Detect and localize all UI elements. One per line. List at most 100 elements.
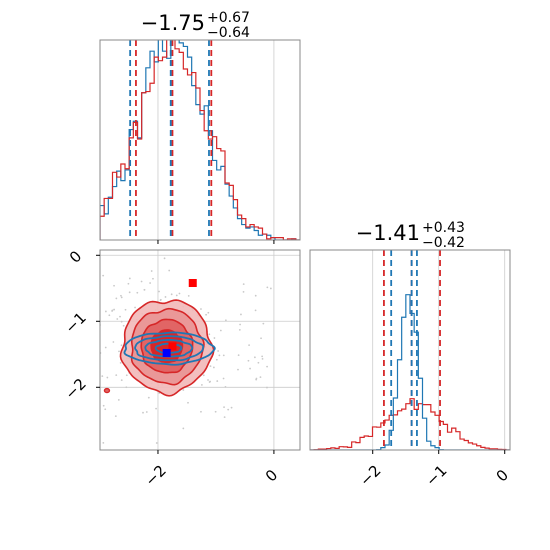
scatter-point	[255, 378, 258, 381]
scatter-point	[224, 319, 227, 322]
scatter-point	[145, 411, 148, 413]
marginal-x-title-lower: −0.64	[207, 25, 250, 41]
scatter-point	[155, 407, 157, 410]
scatter-point	[104, 346, 107, 349]
scatter-point	[93, 371, 95, 373]
scatter-point	[115, 297, 118, 300]
scatter-point	[239, 323, 242, 326]
marker-a	[168, 342, 177, 351]
scatter-point	[97, 349, 99, 351]
scatter-point	[187, 294, 190, 297]
scatter-point	[155, 442, 158, 444]
scatter-point	[149, 282, 152, 284]
scatter-point	[158, 290, 160, 293]
scatter-point	[106, 376, 109, 379]
marginal-x-grid	[157, 40, 275, 240]
scatter-point	[128, 291, 131, 294]
marginal-x-hist-series-a	[100, 40, 300, 240]
marginal-x-frame	[99, 39, 301, 241]
scatter-point	[208, 333, 211, 336]
scatter-point	[207, 311, 210, 314]
scatter-point	[223, 416, 226, 419]
scatter-point	[120, 296, 123, 299]
scatter-point	[81, 332, 83, 334]
scatter-point	[158, 247, 160, 249]
marginal-y-background	[310, 250, 510, 450]
scatter-point	[224, 386, 227, 388]
marginal-x-panel: −1.75 +0.67 −0.64	[99, 10, 301, 244]
joint-frame	[99, 249, 301, 451]
scatter-point	[116, 318, 119, 320]
scatter-point	[120, 344, 123, 347]
scatter-point	[118, 350, 120, 353]
scatter-point	[187, 401, 189, 404]
marginal-y-title-upper: +0.43	[422, 220, 465, 236]
scatter-point	[113, 308, 115, 311]
scatter-point	[63, 375, 65, 377]
scatter-point	[140, 280, 143, 283]
scatter-point	[101, 375, 104, 378]
scatter-point	[164, 296, 167, 298]
scatter-point	[113, 284, 115, 287]
scatter-point	[51, 364, 53, 366]
scatter-point	[46, 337, 48, 339]
scatter-point	[85, 351, 87, 353]
scatter-point	[114, 415, 117, 418]
marginal-y-title: −1.41	[356, 221, 420, 245]
scatter-point	[261, 357, 264, 360]
scatter-point	[108, 314, 111, 317]
scatter-point	[159, 299, 162, 302]
scatter-point	[182, 389, 185, 391]
scatter-point	[94, 412, 96, 414]
scatter-point	[122, 324, 125, 327]
scatter-point	[119, 361, 122, 364]
scatter-point	[269, 287, 272, 290]
marginal-y-panel: −2 −1 0 −1.41 +0.43 −0.42	[309, 220, 512, 490]
marginal-x-background	[100, 40, 300, 240]
marginal-x-histograms	[100, 40, 300, 240]
scatter-point	[223, 406, 225, 408]
scatter-point	[238, 328, 241, 331]
scatter-point	[209, 380, 211, 383]
scatter-point	[119, 315, 121, 318]
marker-a	[188, 279, 197, 288]
scatter-point	[112, 341, 115, 343]
scatter-point	[124, 308, 127, 311]
scatter-point	[218, 354, 221, 357]
marginal-y-hist-series-a	[310, 398, 510, 450]
scatter-point	[117, 399, 120, 401]
scatter-point	[254, 294, 257, 297]
scatter-point	[63, 313, 65, 315]
scatter-point	[217, 350, 220, 352]
scatter-point	[66, 371, 68, 373]
scatter-point	[96, 316, 98, 318]
marginal-y-tick-label: 0	[493, 466, 512, 485]
scatter-point	[170, 293, 173, 296]
scatter-point	[262, 322, 265, 325]
scatter-point	[242, 290, 245, 293]
joint-y-tick-label: 0	[66, 247, 85, 266]
scatter-point	[84, 402, 86, 404]
marginal-y-tick-label: −2	[356, 461, 384, 489]
scatter-point	[247, 359, 250, 362]
scatter-point	[253, 356, 256, 359]
scatter-point	[200, 410, 202, 413]
marginal-x-ticks	[157, 240, 275, 244]
scatter-point	[168, 269, 171, 272]
scatter-point	[127, 282, 130, 285]
marginal-y-tick-label: −1	[422, 461, 450, 489]
marginal-y-title-median: −1.41	[356, 221, 420, 245]
scatter-point	[237, 354, 240, 357]
scatter-point	[147, 396, 150, 399]
scatter-point	[150, 270, 153, 272]
marginal-y-ticks: −2 −1 0	[356, 450, 512, 490]
marginal-y-title-lower: −0.42	[422, 235, 465, 251]
joint-x-tick-label: 0	[262, 466, 281, 485]
scatter-point	[214, 410, 217, 413]
scatter-point	[96, 446, 98, 448]
scatter-point	[102, 274, 105, 277]
joint-x-tick-label: −2	[141, 461, 169, 489]
scatter-point	[74, 296, 76, 298]
scatter-point	[120, 294, 122, 297]
